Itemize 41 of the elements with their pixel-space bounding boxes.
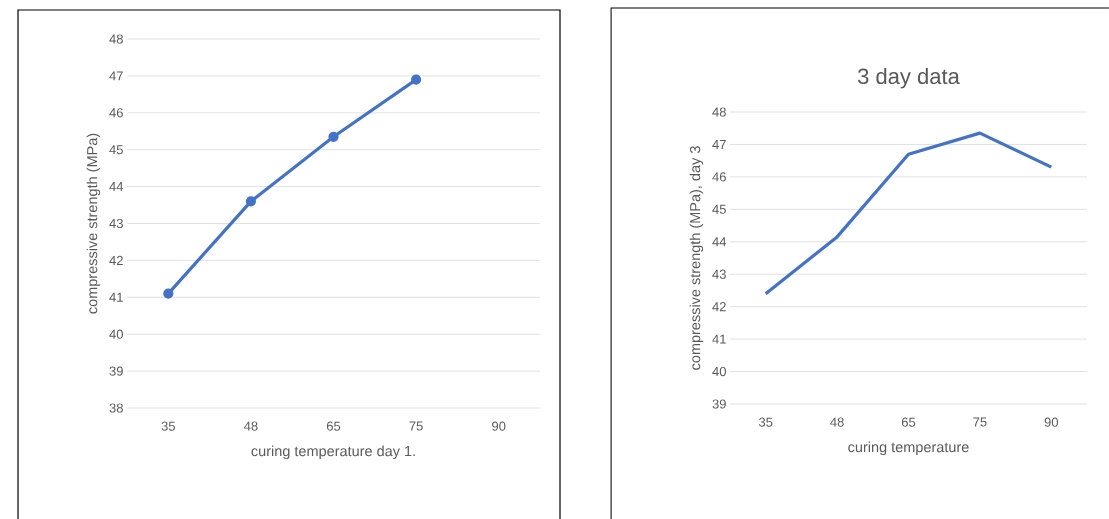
y-tick-label: 44 xyxy=(712,237,727,247)
y-tick-label: 39 xyxy=(109,366,123,376)
y-tick-label: 46 xyxy=(712,172,726,182)
point xyxy=(245,196,257,207)
x-axis-title: curing temperature day 1. xyxy=(251,445,415,460)
x-axis-title: curing temperature xyxy=(848,441,969,456)
x-tick-label: 90 xyxy=(1044,417,1059,427)
y-axis-title: compressive strength (MPa), day 3 xyxy=(689,146,704,370)
y-tick-label: 39 xyxy=(712,399,726,409)
point xyxy=(328,131,339,142)
y-axis-title: compressive strength (MPa) xyxy=(86,133,101,314)
y-tick-label: 45 xyxy=(712,204,726,214)
x-tick-label: 48 xyxy=(243,421,258,431)
y-tick-label: 40 xyxy=(712,366,726,377)
y-tick-label: 42 xyxy=(109,255,123,265)
y-tick-label: 42 xyxy=(712,302,726,312)
x-tick-label: 75 xyxy=(973,417,987,427)
y-tick-label: 47 xyxy=(109,71,123,81)
y-tick-label: 43 xyxy=(712,269,726,279)
y-tick-label: 48 xyxy=(712,107,726,117)
x-tick-label: 35 xyxy=(161,421,175,431)
y-tick-label: 41 xyxy=(712,334,726,344)
y-tick-label: 48 xyxy=(109,34,123,44)
y-tick-label: 44 xyxy=(109,182,124,192)
y-tick-label: 46 xyxy=(109,108,123,118)
chart-title: 3 day data xyxy=(857,67,960,89)
point xyxy=(163,288,174,299)
x-tick-label: 90 xyxy=(492,421,506,431)
x-tick-label: 48 xyxy=(830,417,844,427)
y-tick-label: 47 xyxy=(712,139,726,149)
x-tick-label: 35 xyxy=(758,417,773,427)
x-tick-label: 65 xyxy=(326,421,341,431)
y-tick-label: 40 xyxy=(109,329,123,339)
y-tick-label: 45 xyxy=(109,145,123,155)
y-tick-label: 43 xyxy=(109,218,123,229)
point xyxy=(411,74,422,85)
x-tick-label: 75 xyxy=(409,421,423,431)
line-series xyxy=(764,131,1053,296)
y-tick-label: 41 xyxy=(109,292,123,302)
x-tick-label: 65 xyxy=(901,417,916,427)
y-tick-label: 38 xyxy=(109,403,123,413)
